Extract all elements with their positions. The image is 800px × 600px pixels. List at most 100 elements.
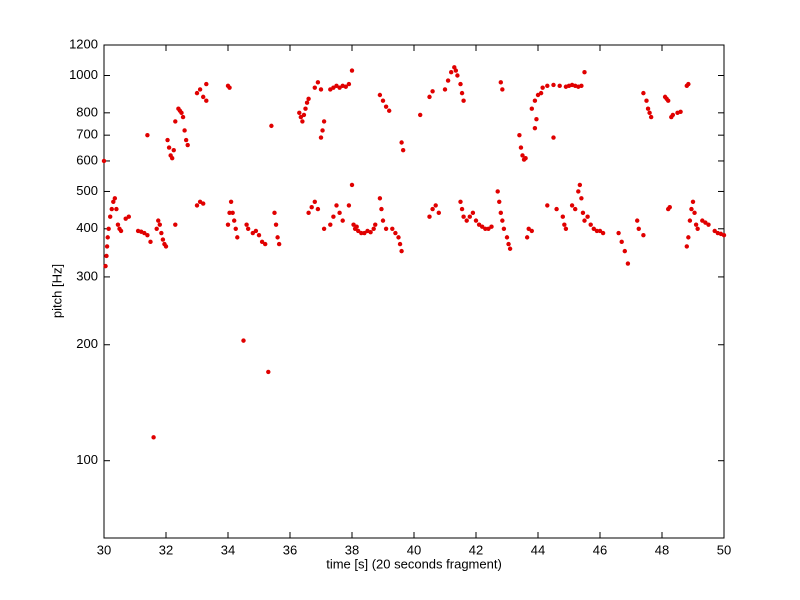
point <box>721 232 727 238</box>
point <box>368 229 373 235</box>
point <box>577 182 583 188</box>
y-tick-label: 600 <box>76 152 98 167</box>
y-tick-label: 100 <box>76 452 98 467</box>
point <box>580 210 586 216</box>
point <box>635 218 640 223</box>
y-tick-label: 300 <box>76 268 98 283</box>
point <box>275 235 280 240</box>
point <box>461 98 466 103</box>
point <box>690 199 696 205</box>
point <box>331 214 336 219</box>
point <box>551 82 556 88</box>
point <box>303 106 308 111</box>
point <box>526 226 531 231</box>
y-axis-label: pitch [Hz] <box>49 264 64 318</box>
point <box>470 210 476 216</box>
point <box>523 155 528 161</box>
point <box>111 199 116 205</box>
point <box>245 226 251 231</box>
point <box>545 83 550 89</box>
point <box>349 182 355 188</box>
point <box>253 228 259 234</box>
point <box>115 222 121 227</box>
x-tick-label: 50 <box>717 542 731 557</box>
point <box>377 92 383 98</box>
point <box>458 199 463 205</box>
point <box>532 98 538 103</box>
point <box>619 239 624 245</box>
point <box>351 222 356 227</box>
point <box>430 89 435 94</box>
point <box>118 228 124 234</box>
point <box>453 68 459 73</box>
point <box>400 147 406 153</box>
point <box>157 222 162 227</box>
point <box>194 90 200 96</box>
point <box>396 235 401 240</box>
point <box>579 196 584 201</box>
point <box>573 206 578 212</box>
x-tick-label: 34 <box>221 542 235 557</box>
point <box>495 189 500 194</box>
point <box>379 206 384 212</box>
point <box>337 210 342 216</box>
point <box>594 228 600 234</box>
point <box>430 206 435 212</box>
point <box>545 203 550 208</box>
point <box>380 218 386 223</box>
point <box>686 235 691 240</box>
point <box>228 199 234 205</box>
point <box>315 206 321 212</box>
point <box>597 228 603 234</box>
point <box>173 222 178 227</box>
point <box>387 108 392 113</box>
point <box>300 119 305 124</box>
y-tick-label: 700 <box>76 127 98 142</box>
point <box>393 230 398 236</box>
point <box>318 135 324 140</box>
x-axis-label: time [s] (20 seconds fragment) <box>326 556 502 571</box>
point <box>449 69 454 75</box>
point <box>241 338 246 343</box>
point <box>383 226 389 231</box>
y-tick-label: 500 <box>76 183 98 198</box>
point <box>644 98 649 103</box>
point <box>498 80 503 85</box>
point <box>233 226 238 231</box>
point <box>108 214 113 219</box>
point <box>582 69 587 75</box>
point <box>334 203 339 208</box>
point <box>557 83 562 89</box>
point <box>532 125 538 131</box>
point <box>301 112 307 118</box>
point <box>383 104 389 109</box>
point <box>600 230 606 236</box>
point <box>616 230 621 236</box>
point <box>529 106 534 111</box>
x-tick-label: 46 <box>593 542 607 557</box>
point <box>170 155 175 161</box>
point <box>156 218 161 223</box>
point <box>551 135 556 140</box>
point <box>692 210 697 216</box>
point <box>445 78 451 83</box>
point <box>666 98 671 103</box>
point <box>201 94 206 100</box>
point <box>695 226 700 231</box>
point <box>304 100 310 105</box>
point <box>464 218 469 223</box>
point <box>148 239 153 245</box>
point <box>461 214 466 219</box>
point <box>433 203 438 208</box>
point <box>346 203 352 208</box>
point <box>346 81 352 87</box>
point <box>315 80 321 85</box>
point <box>244 222 249 227</box>
point <box>706 222 711 227</box>
point <box>399 248 404 254</box>
point <box>636 226 641 231</box>
point <box>380 98 386 103</box>
point <box>684 244 689 249</box>
point <box>349 68 355 73</box>
